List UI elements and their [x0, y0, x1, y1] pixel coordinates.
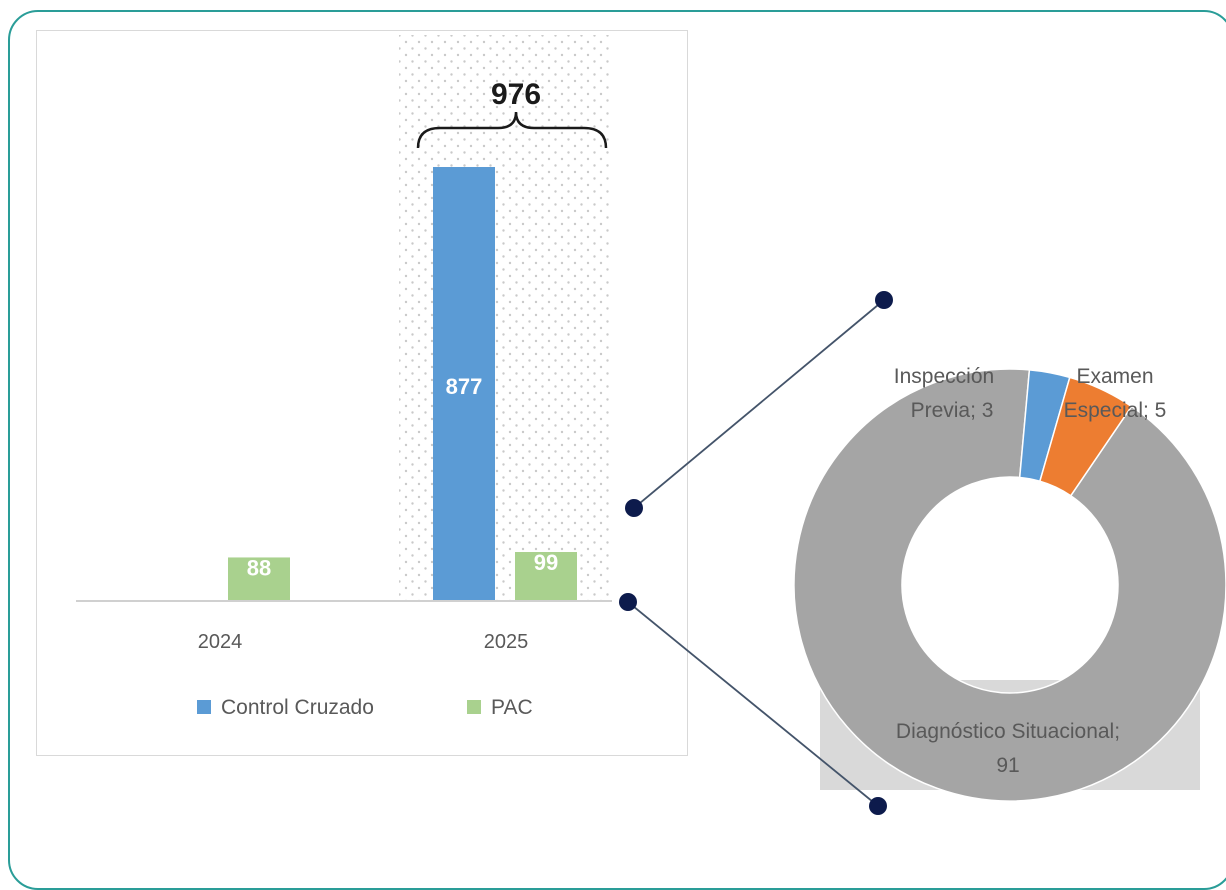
- total-annotation: 976: [491, 78, 541, 111]
- data-label: 877: [446, 374, 483, 399]
- legend-label: PAC: [491, 696, 533, 719]
- legend-swatch: [197, 700, 211, 714]
- highlight-band-2025: [399, 35, 611, 601]
- total-brace: [416, 111, 608, 149]
- legend-label: Control Cruzado: [221, 696, 374, 719]
- slice-label: Examen: [1076, 365, 1153, 388]
- bar-pac-2025[interactable]: [515, 552, 577, 601]
- connector-dot: [625, 499, 643, 517]
- connector-line-bottom: [627, 601, 879, 807]
- data-label: 88: [247, 555, 271, 580]
- legend-swatch: [467, 700, 481, 714]
- slice-label: Inspección: [894, 365, 994, 388]
- slice-label: 91: [996, 754, 1019, 777]
- connector-dot: [869, 797, 887, 815]
- x-tick-label: 2025: [484, 631, 529, 653]
- connector-dot: [875, 291, 893, 309]
- data-label: 99: [534, 550, 558, 575]
- bar-pac-2024[interactable]: [228, 557, 290, 601]
- donut-slice-examen-especial[interactable]: [1038, 376, 1133, 497]
- connector-dot: [619, 593, 637, 611]
- slice-label: Previa; 3: [911, 399, 994, 422]
- connector-line-top: [633, 299, 885, 509]
- bar-control-cruzado-2025[interactable]: [433, 167, 495, 601]
- slice-label: Especial; 5: [1064, 399, 1167, 422]
- slice-label: Diagnóstico Situacional;: [896, 720, 1120, 743]
- donut-slice-diagn-stico-situacional[interactable]: [793, 368, 1226, 802]
- x-tick-label: 2024: [198, 631, 243, 653]
